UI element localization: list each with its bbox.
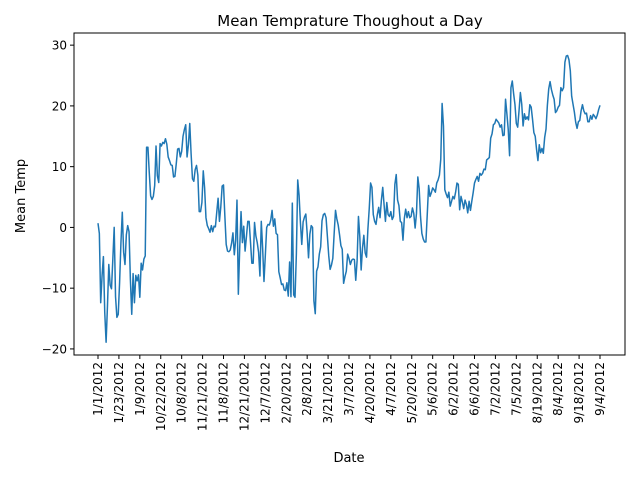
x-tick-label: 1/23/2012 (112, 362, 126, 424)
x-tick-label: 9/18/2012 (572, 362, 586, 424)
x-tick-label: 10/8/2012 (175, 362, 189, 424)
y-axis-label: Mean Temp (14, 159, 29, 233)
x-tick-label: 10/22/2012 (154, 362, 168, 431)
x-tick-label: 2/20/2012 (279, 362, 293, 424)
x-tick-label: 2/8/2012 (300, 362, 314, 416)
x-tick-label: 12/21/2012 (237, 362, 251, 431)
x-tick-label: 11/8/2012 (217, 362, 231, 424)
mean-temp-series-line (97, 54, 601, 343)
x-axis: 1/1/2012 1/23/2012 1/9/2012 10/22/2012 10/8/… (91, 355, 607, 431)
y-tick-label: 30 (52, 39, 67, 53)
x-tick-label: 8/4/2012 (551, 362, 565, 416)
x-tick-label: 12/7/2012 (258, 362, 272, 424)
y-axis: −20 −10 0 10 20 30 (42, 39, 74, 356)
x-tick-label: 3/7/2012 (342, 362, 356, 416)
y-tick-label: 0 (59, 221, 67, 235)
x-tick-label: 7/2/2012 (488, 362, 502, 416)
x-tick-label: 6/6/2012 (468, 362, 482, 416)
x-axis-label: Date (333, 451, 364, 466)
x-tick-label: 7/5/2012 (509, 362, 523, 416)
plot-frame (73, 32, 626, 356)
x-tick-label: 1/9/2012 (133, 362, 147, 416)
x-tick-label: 11/21/2012 (196, 362, 210, 431)
x-tick-label: 4/7/2012 (384, 362, 398, 416)
y-tick-label: 10 (52, 160, 67, 174)
x-tick-label: 6/2/2012 (447, 362, 461, 416)
x-tick-label: 1/1/2012 (91, 362, 105, 416)
y-tick-label: 20 (52, 99, 67, 113)
x-tick-label: 5/20/2012 (405, 362, 419, 424)
x-tick-label: 3/21/2012 (321, 362, 335, 424)
y-tick-label: −10 (42, 282, 67, 296)
x-tick-label: 8/19/2012 (530, 362, 544, 424)
x-tick-label: 5/6/2012 (426, 362, 440, 416)
x-tick-label: 9/4/2012 (593, 362, 607, 416)
chart-title: Mean Temprature Thoughout a Day (217, 12, 483, 30)
y-tick-label: −20 (42, 342, 67, 356)
x-tick-label: 4/20/2012 (363, 362, 377, 424)
